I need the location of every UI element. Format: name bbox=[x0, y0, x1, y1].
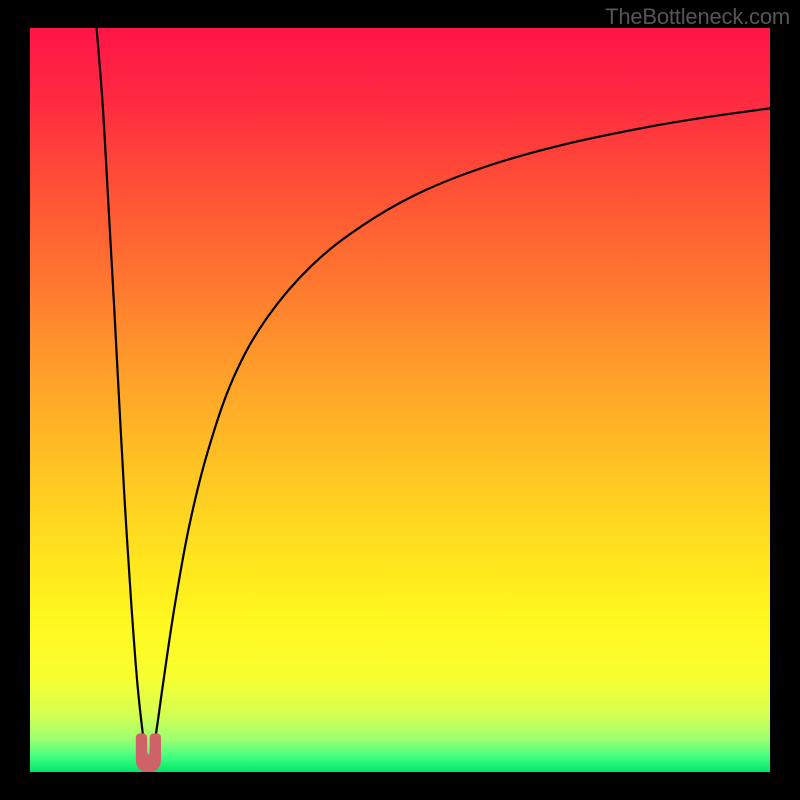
bottleneck-chart bbox=[0, 0, 800, 800]
plot-background-gradient bbox=[30, 28, 770, 772]
watermark-text: TheBottleneck.com bbox=[605, 4, 790, 30]
